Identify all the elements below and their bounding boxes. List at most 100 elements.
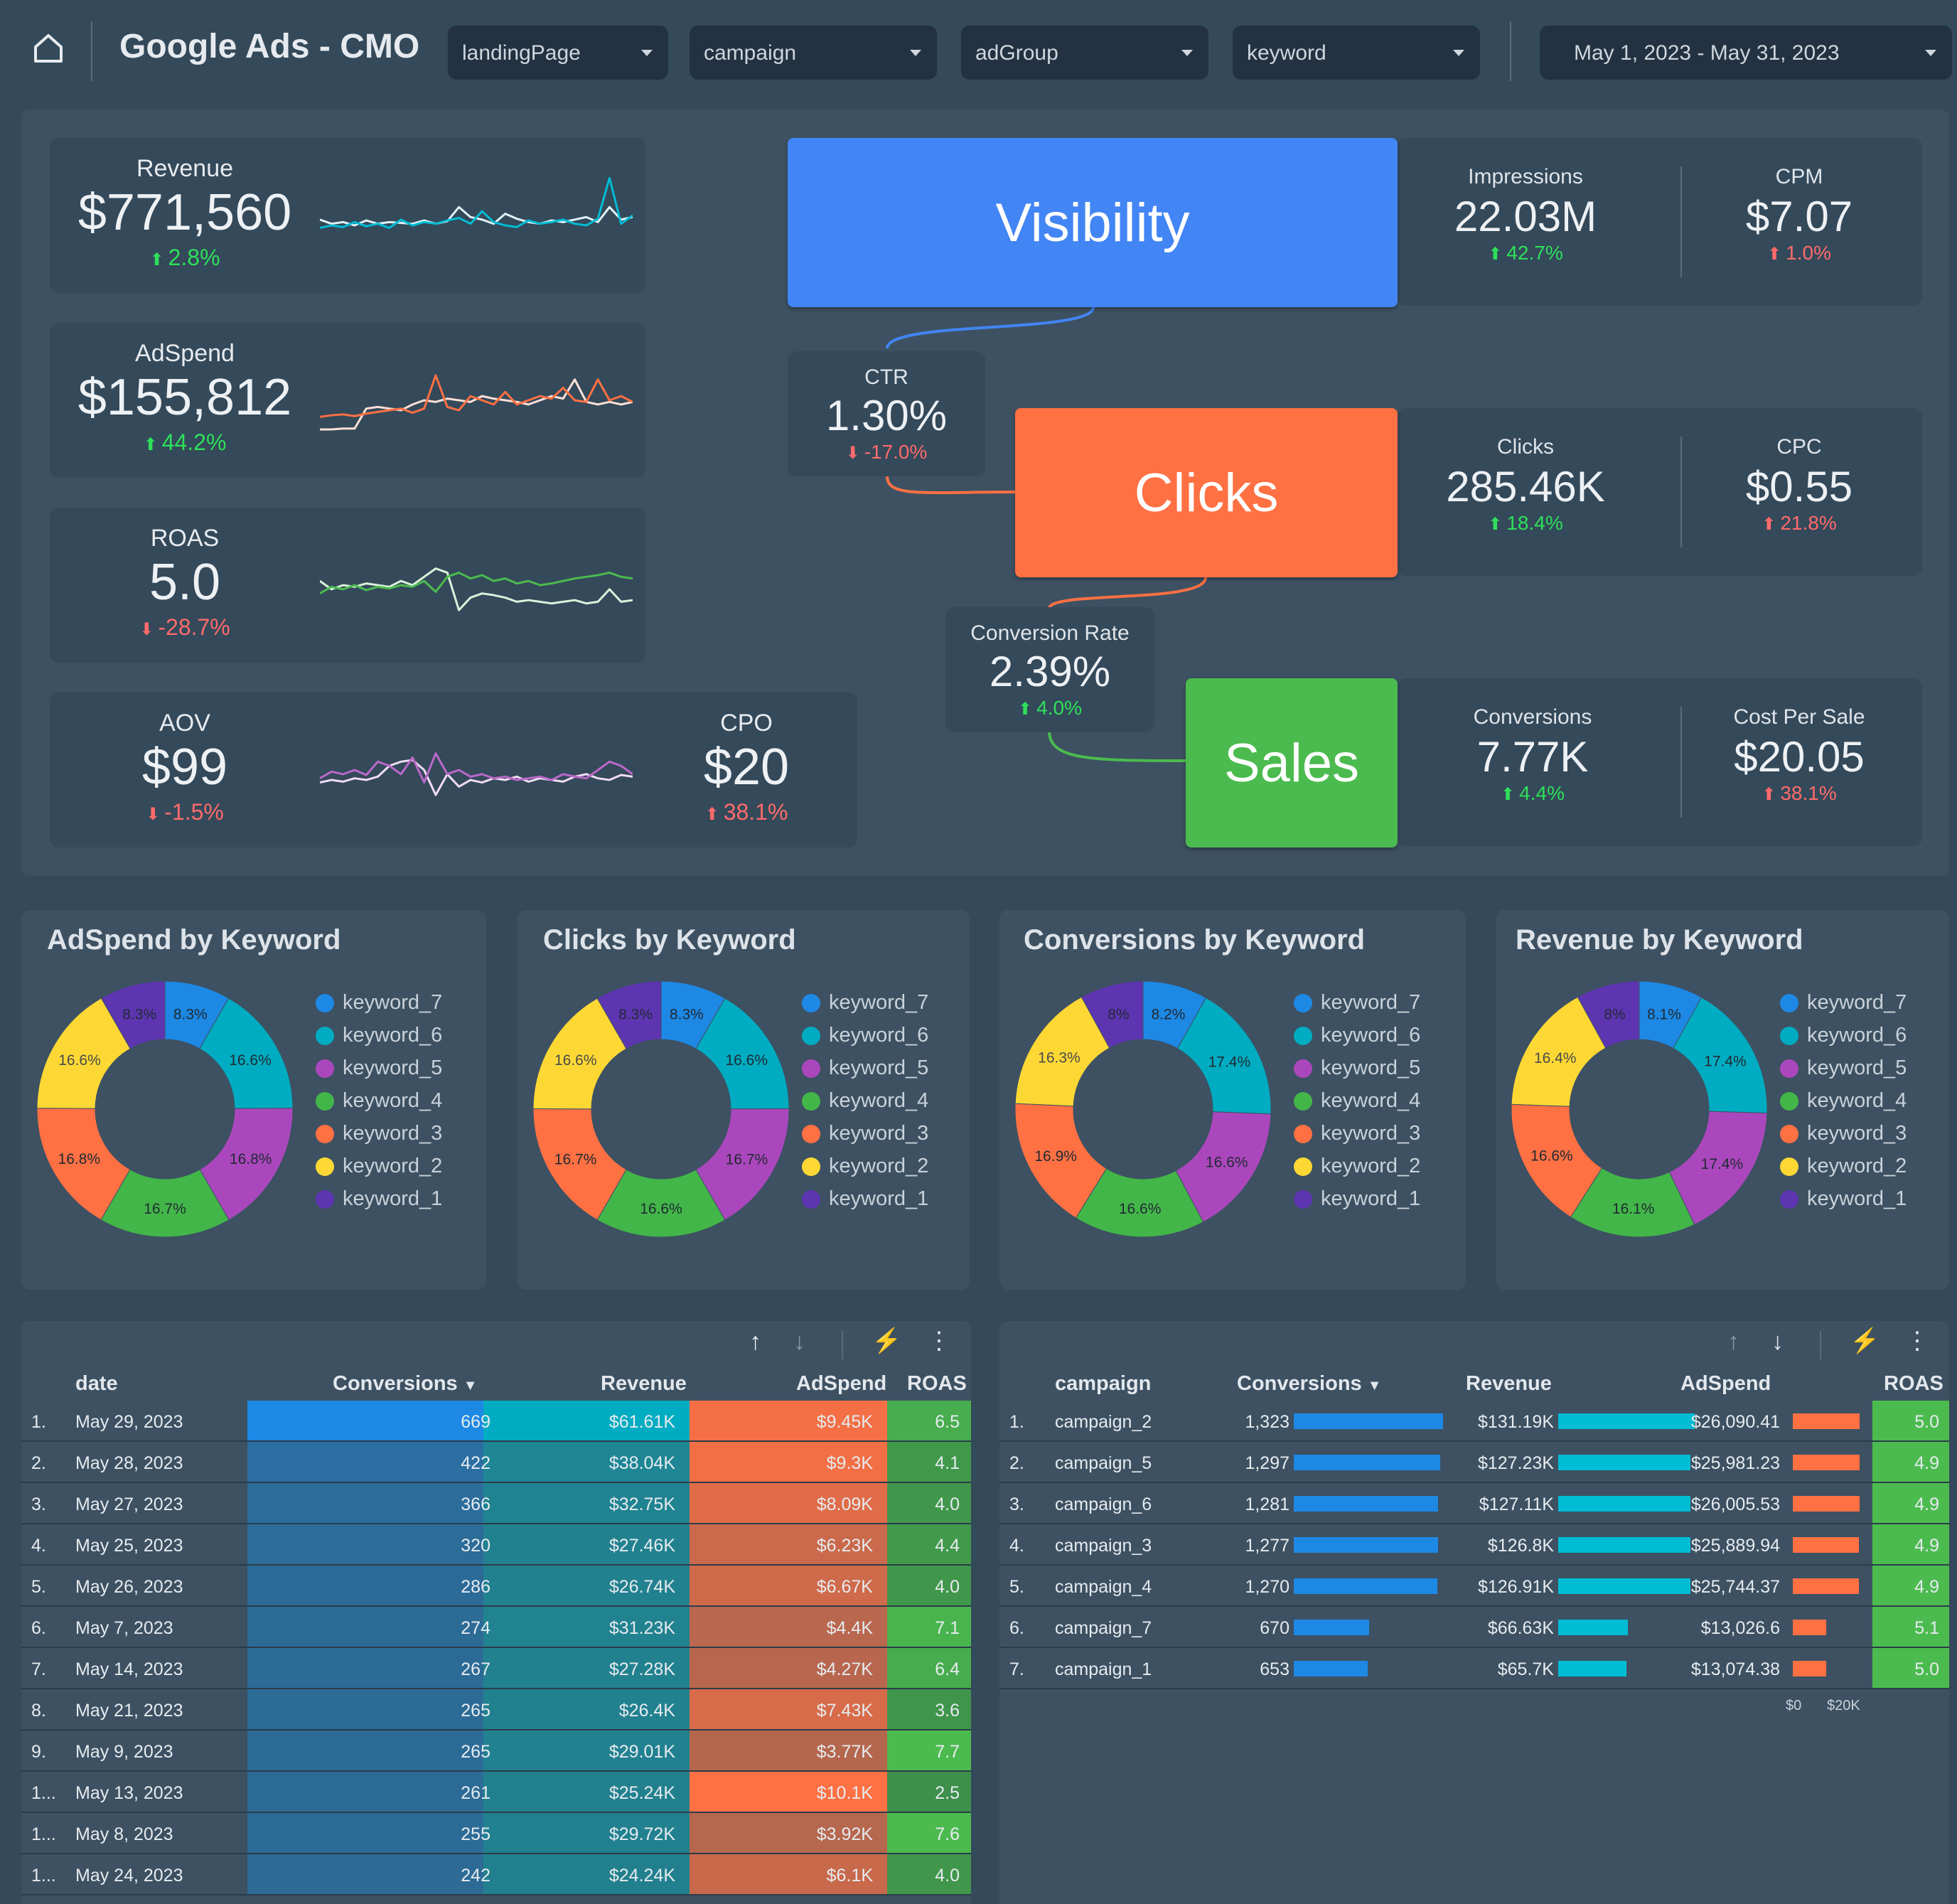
legend-item-keyword_1[interactable]: keyword_1: [316, 1187, 442, 1211]
legend-item-keyword_6[interactable]: keyword_6: [802, 1024, 928, 1047]
column-header-adspend[interactable]: AdSpend: [796, 1372, 887, 1395]
adgroup-filter[interactable]: adGroup: [961, 26, 1208, 80]
legend-item-keyword_7[interactable]: keyword_7: [1294, 991, 1420, 1015]
table-row[interactable]: 7. May 14, 2023 267 $27.28K $4.27K 6.4: [21, 1648, 971, 1689]
keyword-filter[interactable]: keyword: [1233, 26, 1480, 80]
legend-item-keyword_3[interactable]: keyword_3: [1780, 1122, 1907, 1145]
date-cell: May 7, 2023: [75, 1618, 173, 1638]
campaign-cell: campaign_1: [1055, 1659, 1152, 1679]
table-row[interactable]: 3. campaign_6 1,281 $127.11K $26,005.53 4.9: [999, 1483, 1949, 1524]
adspend-cell: $6.1K: [826, 1866, 873, 1886]
campaign-filter[interactable]: campaign: [690, 26, 937, 80]
table-row[interactable]: 1... May 13, 2023 261 $25.24K $10.1K 2.5: [21, 1772, 971, 1813]
legend-item-keyword_6[interactable]: keyword_6: [316, 1024, 442, 1047]
table-row[interactable]: 1... May 24, 2023 242 $24.24K $6.1K 4.0: [21, 1854, 971, 1895]
legend-swatch: [1294, 1059, 1312, 1078]
legend-item-keyword_5[interactable]: keyword_5: [316, 1057, 442, 1080]
revenue-cell: $27.28K: [608, 1659, 675, 1679]
table-row[interactable]: 8. May 21, 2023 265 $26.4K $7.43K 3.6: [21, 1689, 971, 1731]
row-divider: [21, 1894, 971, 1895]
date-range-picker[interactable]: May 1, 2023 - May 31, 2023: [1540, 26, 1952, 80]
table-row[interactable]: 3. May 27, 2023 366 $32.75K $8.09K 4.0: [21, 1483, 971, 1524]
filter-label: campaign: [704, 41, 797, 65]
sort-descending-icon[interactable]: ↓: [1771, 1328, 1784, 1355]
column-header-campaign[interactable]: campaign: [1055, 1372, 1152, 1395]
landing-page-filter[interactable]: landingPage: [448, 26, 668, 80]
legend-item-keyword_5[interactable]: keyword_5: [1294, 1057, 1420, 1080]
legend-item-keyword_2[interactable]: keyword_2: [802, 1155, 928, 1178]
conversions-bar: [1294, 1455, 1440, 1470]
legend-item-keyword_3[interactable]: keyword_3: [1294, 1122, 1420, 1145]
legend-item-keyword_2[interactable]: keyword_2: [316, 1155, 442, 1178]
donut-slice-keyword_6[interactable]: [1176, 997, 1272, 1115]
column-header-roas[interactable]: ROAS: [1884, 1372, 1943, 1395]
table-row[interactable]: 4. campaign_3 1,277 $126.8K $25,889.94 4.9: [999, 1524, 1949, 1566]
legend-item-keyword_4[interactable]: keyword_4: [802, 1089, 928, 1113]
slice-label: 16.7%: [144, 1201, 186, 1217]
legend-item-keyword_7[interactable]: keyword_7: [316, 991, 442, 1015]
column-header-adspend[interactable]: AdSpend: [1680, 1372, 1771, 1395]
column-header-revenue[interactable]: Revenue: [1466, 1372, 1552, 1395]
legend-item-keyword_1[interactable]: keyword_1: [1294, 1187, 1420, 1211]
sort-descending-icon[interactable]: ↓: [793, 1328, 805, 1355]
table-row[interactable]: 7. campaign_1 653 $65.7K $13,074.38 5.0: [999, 1648, 1949, 1689]
adspend-cell: $7.43K: [816, 1701, 873, 1721]
donut-slice-keyword_1[interactable]: [596, 980, 662, 1049]
table-row[interactable]: 1... May 8, 2023 255 $29.72K $3.92K 7.6: [21, 1813, 971, 1854]
donut-slice-keyword_1[interactable]: [100, 980, 166, 1049]
column-header-conversions[interactable]: Conversions ▼: [333, 1372, 478, 1395]
sparkline-series: [320, 759, 633, 796]
column-header-conversions[interactable]: Conversions ▼: [1237, 1372, 1382, 1395]
row-index: 7.: [1009, 1659, 1024, 1679]
table-row[interactable]: 1. May 29, 2023 669 $61.61K $9.45K 6.5: [21, 1401, 971, 1442]
legend-item-keyword_2[interactable]: keyword_2: [1294, 1155, 1420, 1178]
donut-slice-keyword_6[interactable]: [1673, 997, 1768, 1114]
donut-slice-keyword_3[interactable]: [1014, 1103, 1108, 1219]
table-row[interactable]: 6. May 7, 2023 274 $31.23K $4.4K 7.1: [21, 1607, 971, 1648]
legend-item-keyword_6[interactable]: keyword_6: [1780, 1024, 1907, 1047]
adspend-cell: $9.3K: [826, 1453, 873, 1473]
legend-item-keyword_4[interactable]: keyword_4: [316, 1089, 442, 1113]
date-cell: May 25, 2023: [75, 1536, 183, 1556]
table-row[interactable]: 5. May 26, 2023 286 $26.74K $6.67K 4.0: [21, 1566, 971, 1607]
sort-ascending-icon[interactable]: ↑: [749, 1328, 761, 1355]
table-row[interactable]: 6. campaign_7 670 $66.63K $13,026.6 5.1: [999, 1607, 1949, 1648]
legend-item-keyword_5[interactable]: keyword_5: [1780, 1057, 1907, 1080]
legend-item-keyword_1[interactable]: keyword_1: [1780, 1187, 1907, 1211]
column-header-date[interactable]: date: [75, 1372, 118, 1395]
slice-label: 16.3%: [1038, 1050, 1081, 1066]
more-options-icon[interactable]: ⋮: [1905, 1327, 1929, 1354]
table-row[interactable]: 2. May 28, 2023 422 $38.04K $9.3K 4.1: [21, 1442, 971, 1483]
column-header-revenue[interactable]: Revenue: [601, 1372, 687, 1395]
legend-item-keyword_6[interactable]: keyword_6: [1294, 1024, 1420, 1047]
legend-item-keyword_4[interactable]: keyword_4: [1780, 1089, 1907, 1113]
table-row[interactable]: 4. May 25, 2023 320 $27.46K $6.23K 4.4: [21, 1524, 971, 1566]
revenue-cell: $25.24K: [608, 1783, 675, 1803]
home-icon[interactable]: [31, 31, 65, 65]
roas-cell: 6.4: [935, 1659, 960, 1679]
more-options-icon[interactable]: ⋮: [927, 1327, 951, 1354]
table-row[interactable]: 2. campaign_5 1,297 $127.23K $25,981.23 4.9: [999, 1442, 1949, 1483]
table-row[interactable]: 9. May 9, 2023 265 $29.01K $3.77K 7.7: [21, 1731, 971, 1772]
legend-item-keyword_5[interactable]: keyword_5: [802, 1057, 928, 1080]
donut-slice-keyword_1[interactable]: [1577, 980, 1640, 1049]
column-header-roas[interactable]: ROAS: [907, 1372, 967, 1395]
legend-item-keyword_7[interactable]: keyword_7: [1780, 991, 1907, 1015]
adspend-cell: $26,005.53: [1690, 1494, 1780, 1514]
donut-slice-keyword_5[interactable]: [1668, 1111, 1768, 1226]
slice-label: 16.8%: [230, 1151, 272, 1167]
revenue-cell: $65.7K: [1497, 1659, 1554, 1679]
legend-item-keyword_1[interactable]: keyword_1: [802, 1187, 928, 1211]
table-row[interactable]: 5. campaign_4 1,270 $126.91K $25,744.37 4.9: [999, 1566, 1949, 1607]
lightning-icon[interactable]: ⚡: [1850, 1327, 1880, 1354]
legend-item-keyword_3[interactable]: keyword_3: [802, 1122, 928, 1145]
legend-item-keyword_7[interactable]: keyword_7: [802, 991, 928, 1015]
legend-item-keyword_4[interactable]: keyword_4: [1294, 1089, 1420, 1113]
legend-item-keyword_3[interactable]: keyword_3: [316, 1122, 442, 1145]
sort-ascending-icon[interactable]: ↑: [1727, 1328, 1739, 1355]
lightning-icon[interactable]: ⚡: [872, 1327, 902, 1354]
legend-item-keyword_2[interactable]: keyword_2: [1780, 1155, 1907, 1178]
adspend-heat-cell: [690, 1813, 887, 1854]
donut-slice-keyword_1[interactable]: [1081, 980, 1144, 1049]
table-row[interactable]: 1. campaign_2 1,323 $131.19K $26,090.41 5.0: [999, 1401, 1949, 1442]
